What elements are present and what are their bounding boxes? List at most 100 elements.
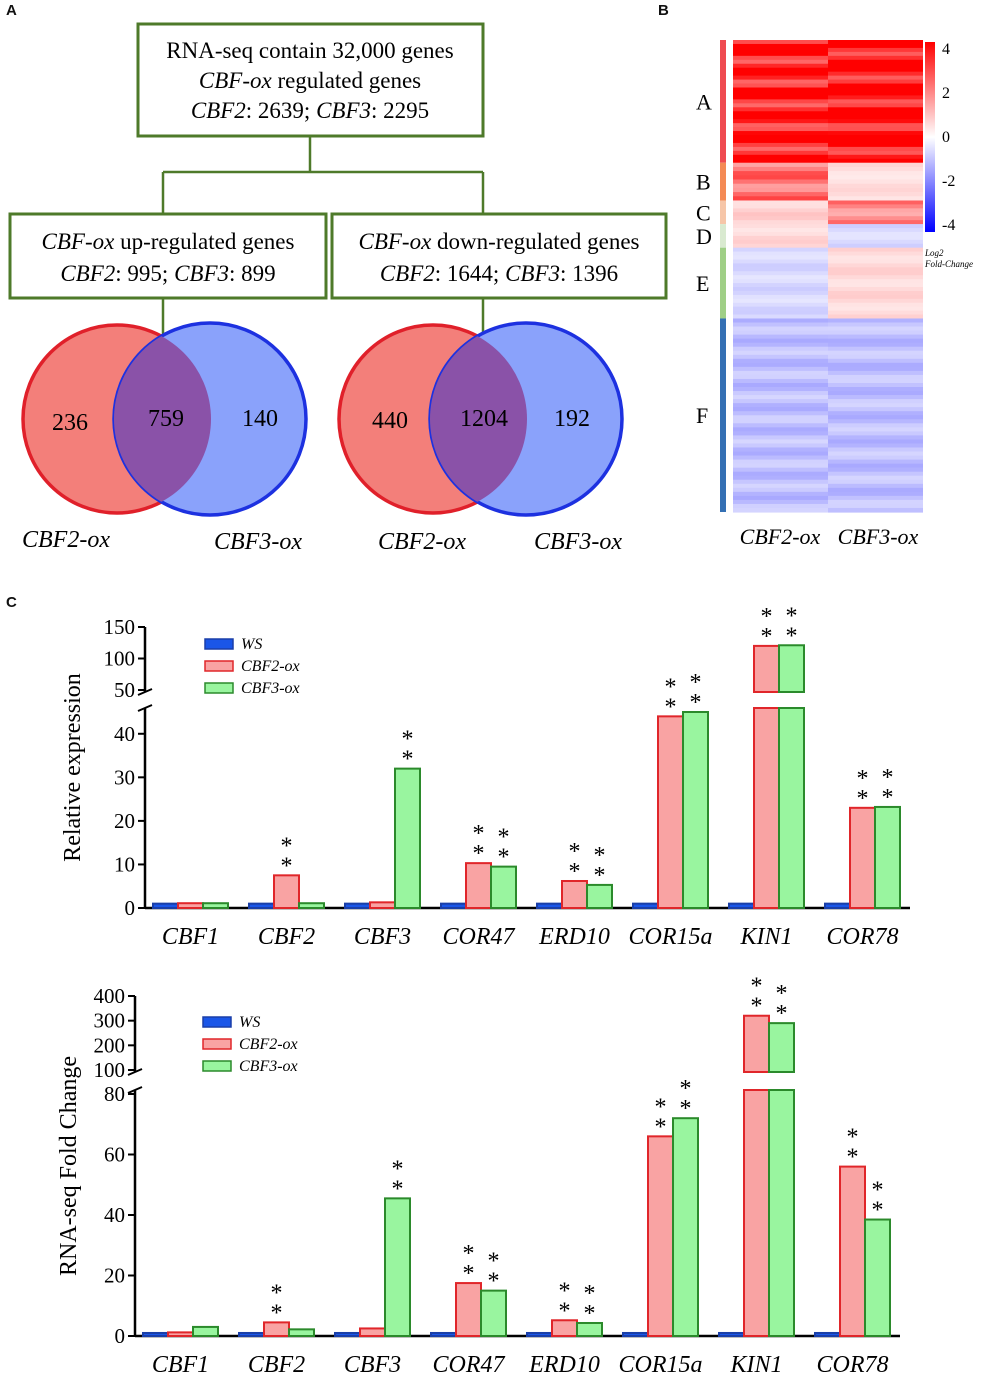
heat-cell-cbf3-F <box>828 443 923 449</box>
significance-mark: * <box>569 839 581 865</box>
heat-cell-cbf2-E <box>733 283 828 288</box>
bar-CBF2-ox-COR15a <box>647 1135 674 1337</box>
bar-CBF3-ox-COR47 <box>490 865 517 909</box>
heat-cell-cbf2-A <box>733 40 828 45</box>
significance-mark: * <box>665 674 677 700</box>
cluster-bar-E <box>720 247 726 319</box>
heat-cell-cbf3-A <box>828 142 923 148</box>
heat-cell-cbf3-A <box>828 71 923 77</box>
heat-cell-cbf2-E <box>733 306 828 312</box>
bar-upper-CBF2-ox-KIN1 <box>743 1014 770 1073</box>
heat-cell-cbf2-B <box>733 175 828 181</box>
x-category-label: CBF1 <box>152 1352 209 1378</box>
heat-cell-cbf3-E <box>828 255 923 261</box>
heat-cell-cbf2-F <box>733 427 828 432</box>
heat-cell-cbf3-F <box>828 374 923 380</box>
heat-cell-cbf2-F <box>733 503 828 509</box>
heat-cell-cbf3-F <box>828 358 923 364</box>
heat-cell-cbf3-F <box>828 334 923 340</box>
heat-cell-cbf2-E <box>733 267 828 272</box>
bar-CBF3-ox-CBF3 <box>384 1197 411 1337</box>
venn-down-overlap <box>430 325 527 513</box>
heat-cell-cbf3-F <box>828 366 923 372</box>
heat-cell-cbf3-A <box>828 158 923 164</box>
heat-cell-cbf2-A <box>733 99 828 104</box>
panel-label-a: A <box>6 2 17 19</box>
heat-cell-cbf2-F <box>733 447 828 453</box>
bar-CBF2-ox-ERD10 <box>561 879 588 909</box>
bar-CBF2-ox-COR15a <box>657 715 684 909</box>
heat-cell-cbf2-A <box>733 67 828 73</box>
heat-cell-cbf3-A <box>828 103 923 108</box>
heat-cell-cbf2-E <box>733 310 828 316</box>
heat-cell-cbf3-B <box>828 187 923 193</box>
heat-cell-cbf3-E <box>828 290 923 296</box>
venn-down-overlap-count: 1204 <box>460 406 508 432</box>
heat-cell-cbf2-A <box>733 79 828 85</box>
significance-mark: * <box>690 690 702 716</box>
heat-cell-cbf2-E <box>733 255 828 261</box>
heat-cell-cbf3-F <box>828 503 923 509</box>
heat-cell-cbf2-F <box>733 475 828 481</box>
heat-cell-cbf2-F <box>733 411 828 416</box>
heat-cell-cbf2-F <box>733 483 828 489</box>
cluster-label-B: B <box>696 170 711 195</box>
heat-cell-cbf2-B <box>733 192 828 197</box>
legend-swatch-WS <box>202 1016 232 1028</box>
x-category-label: COR15a <box>629 924 713 950</box>
bar-CBF2-ox-CBF2 <box>273 874 300 910</box>
heat-cell-cbf2-B <box>733 183 828 189</box>
heat-cell-cbf3-A <box>828 119 923 124</box>
heat-cell-cbf2-A <box>733 158 828 164</box>
heat-cell-cbf3-F <box>828 483 923 489</box>
heat-cell-cbf2-B <box>733 162 828 168</box>
heat-cell-cbf3-A <box>828 55 923 61</box>
heat-cell-cbf2-E <box>733 247 828 253</box>
heat-cell-cbf3-A <box>828 43 923 49</box>
heat-cell-cbf2-B <box>733 187 828 193</box>
heat-cell-cbf2-E <box>733 287 828 292</box>
heat-cell-cbf3-F <box>828 447 923 453</box>
significance-mark: * <box>281 853 293 879</box>
heat-cell-cbf2-A <box>733 154 828 160</box>
heat-cell-cbf3-F <box>828 487 923 493</box>
cluster-label-D: D <box>696 224 712 249</box>
heat-cell-cbf2-F <box>733 338 828 344</box>
y-tick-label: 20 <box>114 809 135 833</box>
heat-cell-cbf2-D <box>733 235 828 241</box>
y-tick-label: 40 <box>104 1203 125 1227</box>
bar-WS-CBF1 <box>142 1331 169 1338</box>
legend-label-CBF2-ox: CBF2-ox <box>239 1036 298 1053</box>
y-tick-label: 10 <box>114 852 135 876</box>
significance-mark: * <box>857 766 869 792</box>
heat-cell-cbf3-F <box>828 370 923 376</box>
heat-cell-cbf3-F <box>828 419 923 424</box>
legend-swatch-CBF2-ox <box>202 1038 232 1050</box>
heat-cell-cbf2-A <box>733 150 828 156</box>
heat-cell-cbf3-A <box>828 99 923 104</box>
x-category-label: KIN1 <box>729 1352 782 1378</box>
legend-label-WS: WS <box>241 636 262 653</box>
heat-cell-cbf2-F <box>733 354 828 360</box>
heat-cell-cbf2-F <box>733 435 828 441</box>
heat-cell-cbf2-A <box>733 55 828 61</box>
heat-cell-cbf3-F <box>828 491 923 497</box>
heat-cell-cbf2-A <box>733 95 828 100</box>
heat-cell-cbf3-E <box>828 271 923 276</box>
axis-break-mark <box>137 704 153 712</box>
y-tick-label: 20 <box>104 1264 125 1288</box>
heat-cell-cbf3-F <box>828 403 923 408</box>
bar-CBF3-ox-KIN1 <box>778 707 805 909</box>
heat-cell-cbf2-E <box>733 298 828 304</box>
heat-cell-cbf2-A <box>733 119 828 124</box>
significance-mark: * <box>498 825 510 851</box>
panel-label-c: C <box>6 594 17 611</box>
heat-cell-cbf3-F <box>828 415 923 420</box>
scale-title-line1: Log2 <box>924 248 944 258</box>
heat-cell-cbf3-E <box>828 306 923 312</box>
heat-cell-cbf3-F <box>828 350 923 356</box>
bar-WS-CBF2 <box>248 902 275 909</box>
bar-upper-CBF2-ox-KIN1 <box>753 644 780 693</box>
heat-cell-cbf3-E <box>828 279 923 284</box>
heatmap-col-label-cbf3: CBF3-ox <box>838 524 919 549</box>
